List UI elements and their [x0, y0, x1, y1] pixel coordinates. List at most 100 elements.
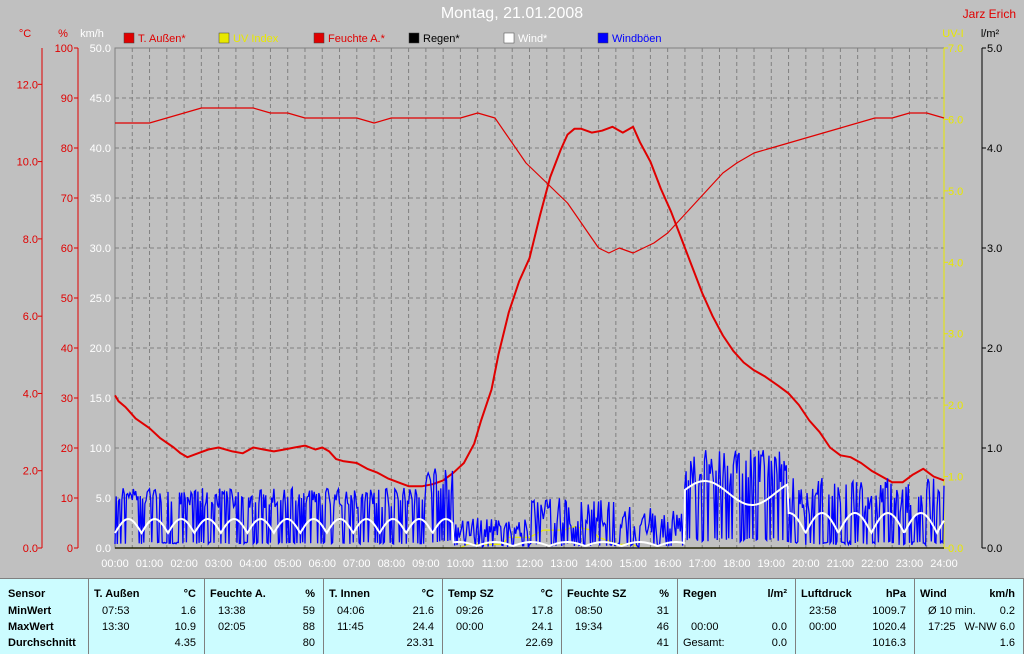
x-tick-label: 15:00 — [619, 558, 647, 570]
stats-min-value: 1.6 — [180, 605, 196, 617]
stats-min-value: 1009.7 — [872, 605, 906, 617]
stats-min-time: 04:06 — [337, 605, 365, 617]
stats-table: Sensor MinWert MaxWert Durchschnitt T. A… — [0, 578, 1024, 654]
chart-title: Montag, 21.01.2008 — [440, 5, 584, 22]
stats-column: Regen l/m² 00:00 0.0 Gesamt: 0.0 — [678, 579, 796, 654]
axis-tick-label: 2.0 — [987, 343, 1002, 355]
x-tick-label: 10:00 — [447, 558, 475, 570]
legend-swatch — [313, 32, 325, 44]
axis-tick-label: 90 — [61, 93, 73, 105]
axis-tick-label: 80 — [61, 143, 73, 155]
stats-max-time: 17:25 — [928, 621, 956, 633]
legend-label: UV Index — [233, 33, 279, 45]
legend-label: Wind* — [518, 33, 548, 45]
stats-avg-value: 4.35 — [174, 637, 196, 649]
stats-column: Temp SZ °C 09:26 17.8 00:00 24.1 22.69 — [443, 579, 562, 654]
stats-col-title: T. Außen — [94, 588, 140, 600]
axis-tick-label: 2.0 — [948, 400, 963, 412]
stats-min-value: 21.6 — [412, 605, 434, 617]
x-tick-label: 13:00 — [550, 558, 578, 570]
stats-col-title: Temp SZ — [448, 588, 494, 600]
x-tick-label: 11:00 — [482, 558, 509, 570]
decor-wind-gust-trace — [114, 449, 945, 549]
stats-max-value: 1020.4 — [872, 621, 906, 633]
stats-max-time: 19:34 — [575, 621, 603, 633]
axis-tick-label: 0 — [67, 543, 73, 555]
stats-avg-label: Gesamt: — [683, 637, 725, 649]
series-line — [115, 107, 945, 254]
x-tick-label: 02:00 — [170, 558, 198, 570]
axis-tick-label: 4.0 — [948, 257, 963, 269]
axis-tick-label: 30 — [61, 393, 73, 405]
axis-tick-label: 60 — [61, 243, 73, 255]
axis-tick-label: 8.0 — [23, 234, 38, 246]
stats-max-time: 02:05 — [218, 621, 246, 633]
stats-max-value: 24.1 — [531, 621, 553, 633]
legend-label: Windböen — [612, 33, 662, 45]
legend-swatch — [408, 32, 420, 44]
x-tick-label: 00:00 — [101, 558, 129, 570]
axis-tick-label: 0.0 — [96, 543, 111, 555]
stats-col-unit: km/h — [989, 588, 1015, 600]
axis-tick-label: 0.0 — [948, 543, 963, 555]
stats-avg-label: Durchschnitt — [8, 637, 76, 649]
axis-tick-label: 10 — [61, 493, 73, 505]
stats-min-time: 13:38 — [218, 605, 246, 617]
legend-swatch — [597, 32, 609, 44]
stats-col-title: T. Innen — [329, 588, 370, 600]
stats-max-value: 88 — [302, 621, 315, 633]
axis-tick-label: 50 — [61, 293, 73, 305]
axis-tick-label: 45.0 — [90, 93, 111, 105]
stats-min-value: 17.8 — [531, 605, 553, 617]
series-line — [114, 125, 945, 488]
stats-min-value: 59 — [302, 605, 315, 617]
stats-column: Luftdruck hPa 23:58 1009.7 00:00 1020.4 1016.3 — [796, 579, 915, 654]
stats-max-time: 00:00 — [809, 621, 837, 633]
stats-min-time: 09:26 — [456, 605, 484, 617]
stats-col-title: Luftdruck — [801, 588, 852, 600]
stats-max-time: 11:45 — [337, 621, 364, 633]
legend-swatch — [218, 32, 230, 44]
x-tick-label: 05:00 — [274, 558, 302, 570]
stats-col-unit: hPa — [885, 588, 906, 600]
stats-max-value: 0.0 — [771, 621, 787, 633]
x-tick-label: 18:00 — [723, 558, 751, 570]
axis-unit-label: % — [58, 28, 68, 40]
axis-tick-label: 1.0 — [987, 443, 1002, 455]
weather-chart: °C 0.0 2.0 4.0 6.0 8.0 10.0 12.0% 0 10 20 30 40 50 60 7… — [17, 28, 1003, 570]
stats-max-time: 00:00 — [691, 621, 719, 633]
stats-min-time: 08:50 — [575, 605, 603, 617]
x-tick-label: 20:00 — [792, 558, 820, 570]
stats-col-unit: % — [659, 588, 669, 600]
stats-avg-value: 22.69 — [525, 637, 553, 649]
axis-tick-label: 10.0 — [17, 157, 38, 169]
x-tick-label: 04:00 — [239, 558, 267, 570]
axis-tick-label: 30.0 — [90, 243, 111, 255]
axis-tick-label: 5.0 — [96, 493, 111, 505]
stats-max-value: 24.4 — [412, 621, 434, 633]
axis-tick-label: 40.0 — [90, 143, 111, 155]
x-tick-label: 24:00 — [930, 558, 958, 570]
axis-tick-label: 15.0 — [90, 393, 111, 405]
x-tick-label: 14:00 — [585, 558, 613, 570]
chart-area: Montag, 21.01.2008 Jarz Erich °C 0.0 2.0 4.… — [16, 5, 1016, 570]
axis-unit-label: km/h — [80, 28, 104, 40]
stats-max-value: 10.9 — [174, 621, 196, 633]
stats-max-time: 13:30 — [102, 621, 130, 633]
stats-col-title: Regen — [683, 588, 717, 600]
axis-tick-label: 40 — [61, 343, 73, 355]
axis-tick-label: 1.0 — [948, 472, 963, 484]
legend-label: T. Außen* — [138, 33, 186, 45]
axis-tick-label: 6.0 — [23, 311, 38, 323]
legend-label: Feuchte A.* — [328, 33, 386, 45]
axis-unit-label: l/m² — [981, 28, 1000, 40]
axis-tick-label: 5.0 — [948, 186, 963, 198]
stats-column: T. Innen °C 04:06 21.6 11:45 24.4 23.31 — [324, 579, 443, 654]
x-tick-label: 16:00 — [654, 558, 682, 570]
stats-col-unit: °C — [183, 588, 196, 600]
stats-min-value: 0.2 — [999, 605, 1015, 617]
stats-col-title: Wind — [920, 588, 947, 600]
x-tick-label: 17:00 — [688, 558, 716, 570]
axis-tick-label: 20.0 — [90, 343, 111, 355]
stats-min-time: Ø 10 min. — [928, 605, 976, 617]
